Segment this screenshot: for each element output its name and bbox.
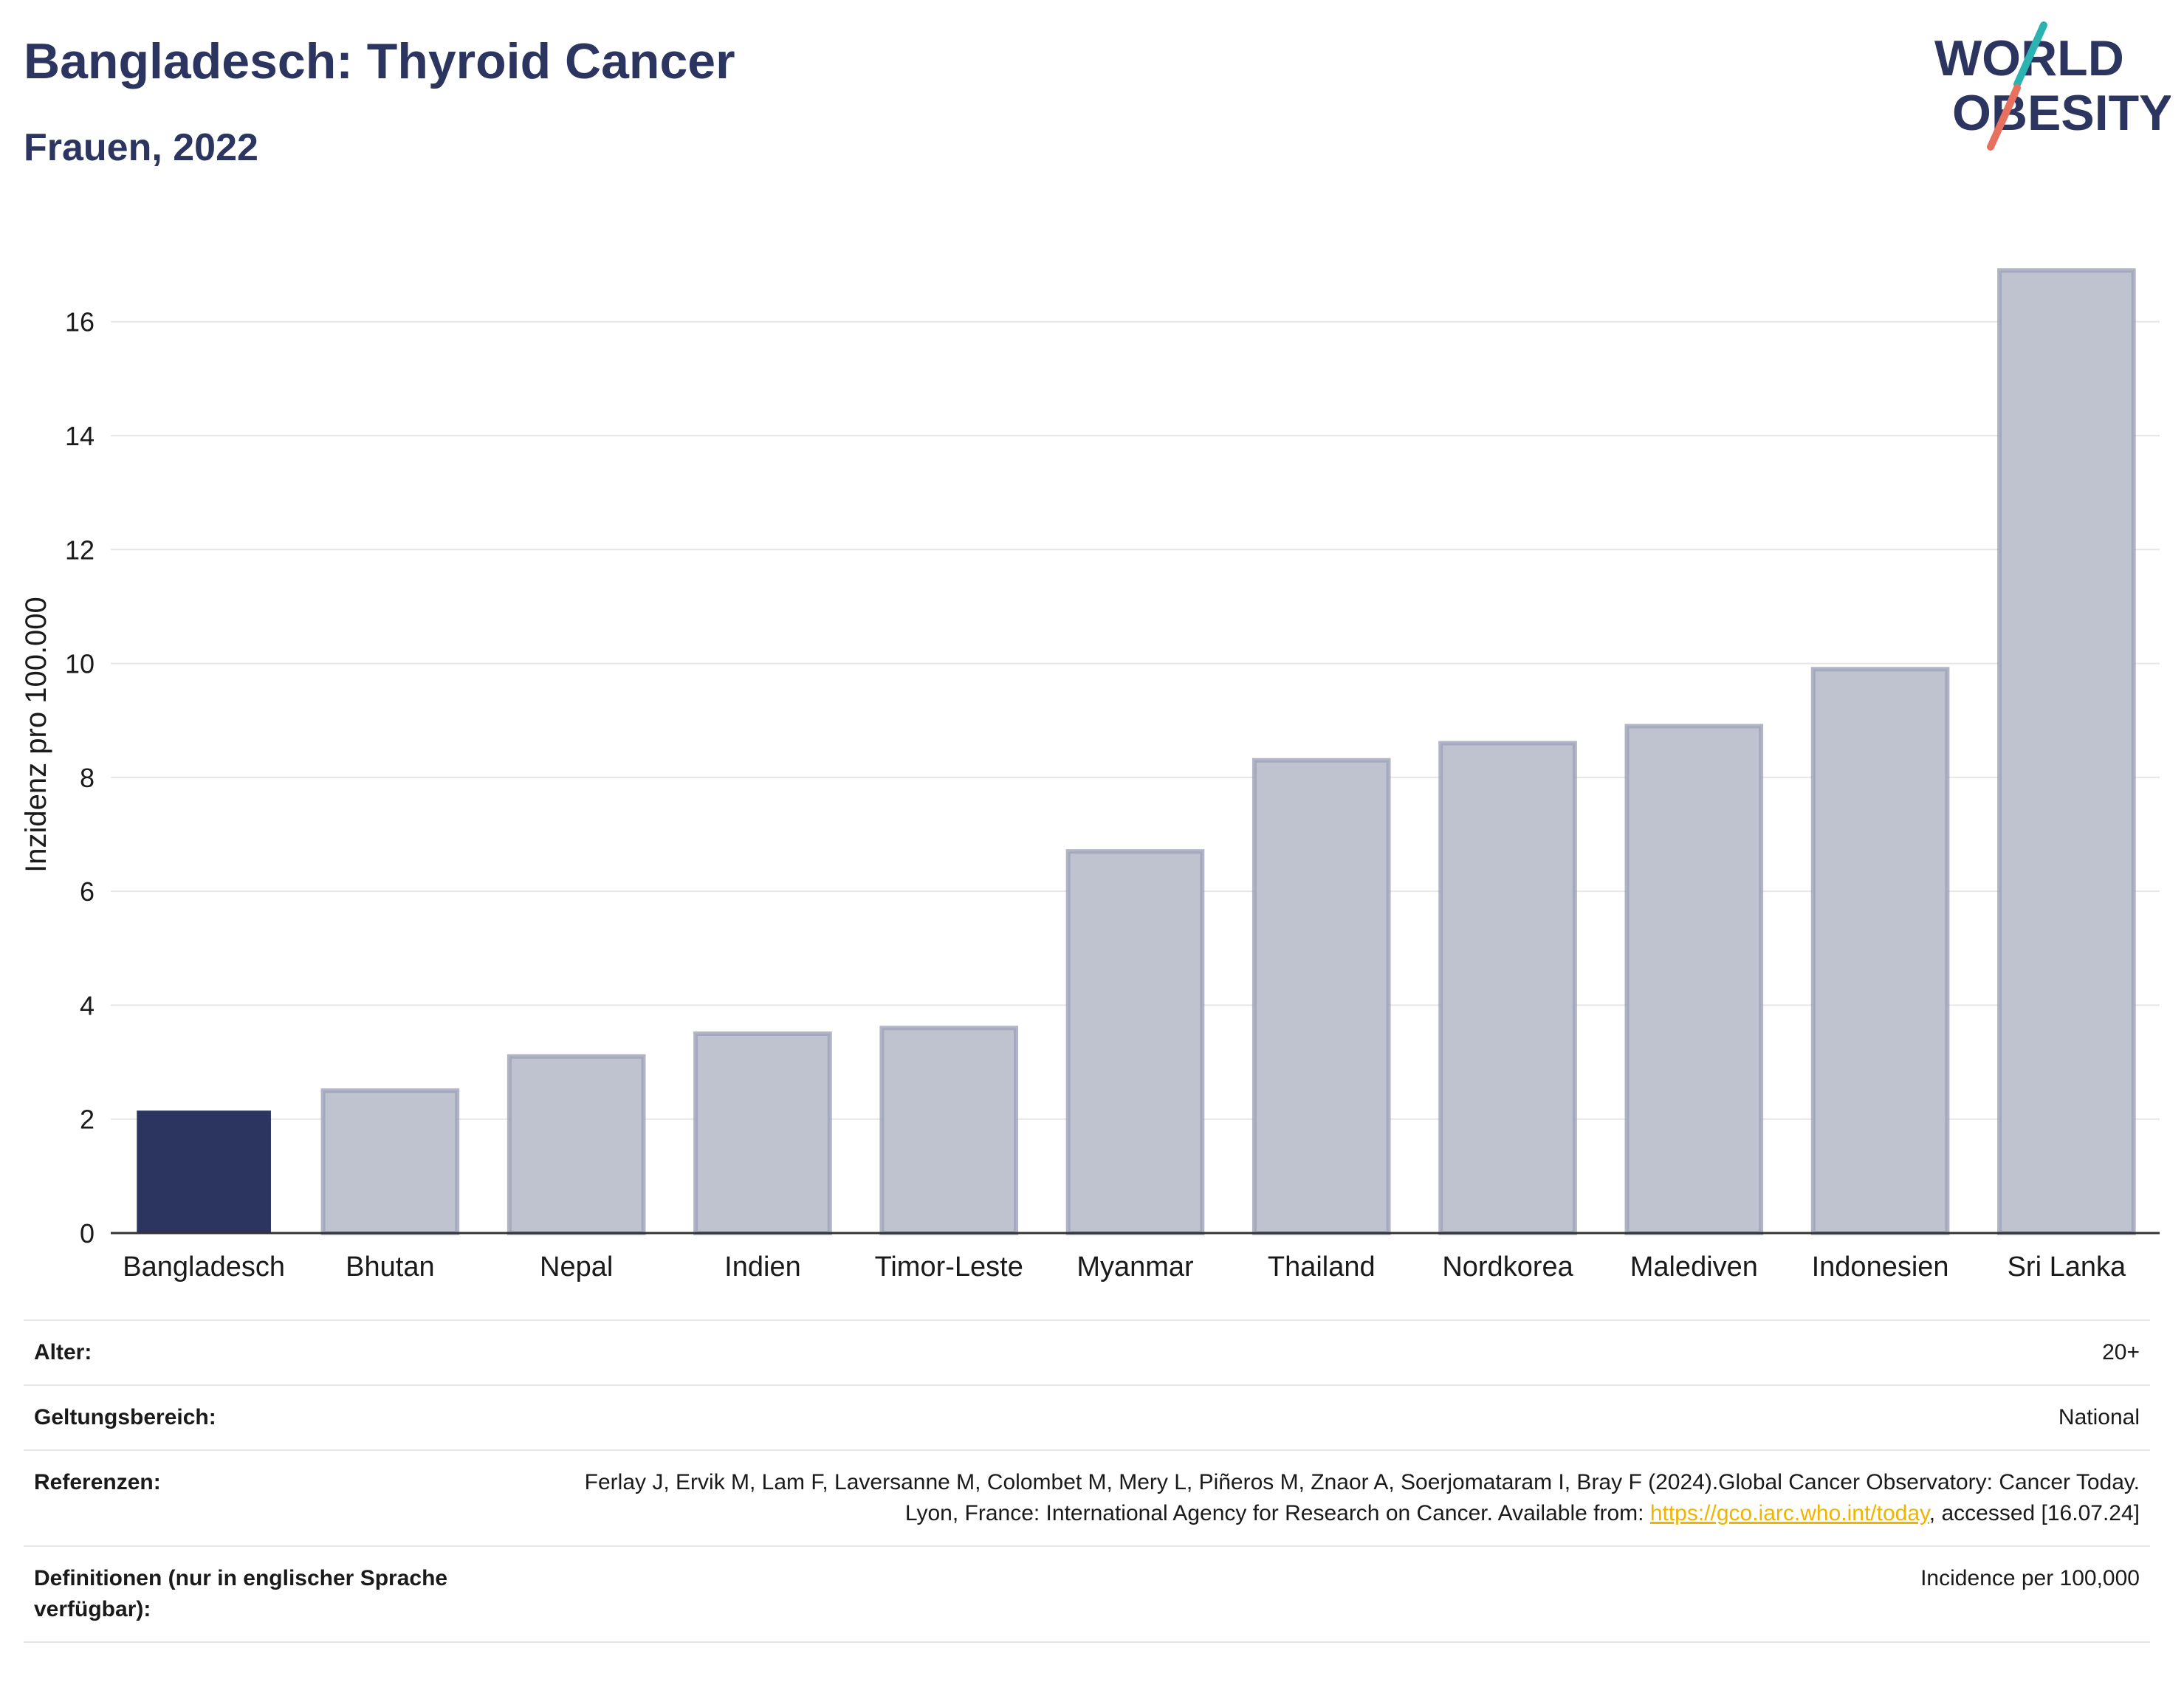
x-tick-label: Bangladesch bbox=[123, 1252, 285, 1283]
x-tick-label: Indonesien bbox=[1812, 1252, 1949, 1283]
info-row-references: Referenzen: Ferlay J, Ervik M, Lam F, La… bbox=[24, 1449, 2150, 1545]
references-label: Referenzen: bbox=[34, 1470, 161, 1494]
x-tick-label: Nordkorea bbox=[1442, 1252, 1573, 1283]
x-tick-label: Myanmar bbox=[1076, 1252, 1194, 1283]
bar-nordkorea bbox=[1438, 741, 1577, 1235]
x-tick-label: Nepal bbox=[540, 1252, 613, 1283]
bar-timor-leste bbox=[879, 1026, 1019, 1236]
y-tick-label: 6 bbox=[80, 876, 95, 907]
age-value: 20+ bbox=[2102, 1340, 2140, 1364]
bar-chart-svg: 0 2 4 6 8 10 12 14 16 Bangladesch Bhutan Nepal Indi… bbox=[20, 268, 2160, 1283]
x-tick-labels: Bangladesch Bhutan Nepal Indien Timor-Leste M… bbox=[123, 1252, 2126, 1283]
references-text-part1: Ferlay J, Ervik M, Lam F, Laversanne M, … bbox=[584, 1470, 2140, 1525]
age-label: Alter: bbox=[34, 1340, 92, 1364]
bar-chart: 0 2 4 6 8 10 12 14 16 Bangladesch Bhutan Nepal Indi… bbox=[0, 222, 2184, 1285]
logo-text-obesity: OBESITY bbox=[1952, 85, 2171, 141]
y-tick-label: 10 bbox=[65, 649, 95, 679]
references-value: Ferlay J, Ervik M, Lam F, Laversanne M, … bbox=[551, 1467, 2140, 1529]
x-tick-label: Bhutan bbox=[346, 1252, 434, 1283]
bar-bhutan bbox=[320, 1088, 460, 1235]
bar-myanmar bbox=[1065, 849, 1205, 1235]
definitions-label: Definitionen (nur in englischer Sprache … bbox=[34, 1566, 448, 1621]
bar-indien bbox=[693, 1031, 832, 1235]
y-tick-label: 4 bbox=[80, 990, 95, 1020]
bar-thailand bbox=[1251, 758, 1391, 1235]
y-tick-label: 12 bbox=[65, 535, 95, 565]
y-tick-label: 0 bbox=[80, 1218, 95, 1249]
info-table: Alter: 20+ Geltungsbereich: National Ref… bbox=[24, 1319, 2150, 1643]
y-tick-label: 8 bbox=[80, 763, 95, 793]
references-link[interactable]: https://gco.iarc.who.int/today bbox=[1649, 1501, 1929, 1525]
y-tick-label: 14 bbox=[65, 421, 95, 451]
scope-label: Geltungsbereich: bbox=[34, 1405, 216, 1429]
logo-slash-teal bbox=[2013, 21, 2047, 88]
info-row-scope: Geltungsbereich: National bbox=[24, 1384, 2150, 1449]
y-tick-label: 16 bbox=[65, 307, 95, 337]
bar-nepal bbox=[506, 1054, 646, 1236]
info-row-age: Alter: 20+ bbox=[24, 1319, 2150, 1384]
definitions-value: Incidence per 100,000 bbox=[1920, 1566, 2140, 1590]
bar-sri-lanka bbox=[1997, 268, 2136, 1235]
scope-value: National bbox=[2058, 1405, 2140, 1429]
references-text-part2: , accessed [16.07.24] bbox=[1929, 1501, 2140, 1525]
world-obesity-logo: WORLD OBESITY bbox=[1934, 21, 2171, 151]
bar-indonesien bbox=[1810, 667, 1950, 1235]
x-tick-label: Indien bbox=[724, 1252, 801, 1283]
bar-malediven bbox=[1624, 724, 1764, 1235]
logo-slash-coral bbox=[1987, 84, 2021, 151]
y-tick-label: 2 bbox=[80, 1105, 95, 1135]
info-row-definitions: Definitionen (nur in englischer Sprache … bbox=[24, 1545, 2150, 1643]
chart-subtitle: Frauen, 2022 bbox=[24, 126, 258, 169]
x-tick-label: Malediven bbox=[1630, 1252, 1758, 1283]
y-tick-labels: 0 2 4 6 8 10 12 14 16 bbox=[65, 307, 95, 1249]
y-axis-label: Inzidenz pro 100.000 bbox=[20, 597, 52, 873]
x-tick-label: Timor-Leste bbox=[875, 1252, 1023, 1283]
x-tick-label: Thailand bbox=[1268, 1252, 1376, 1283]
x-tick-label: Sri Lanka bbox=[2008, 1252, 2126, 1283]
chart-title: Bangladesch: Thyroid Cancer bbox=[24, 33, 735, 89]
bar-bangladesch bbox=[137, 1110, 271, 1233]
bars bbox=[137, 268, 2136, 1236]
